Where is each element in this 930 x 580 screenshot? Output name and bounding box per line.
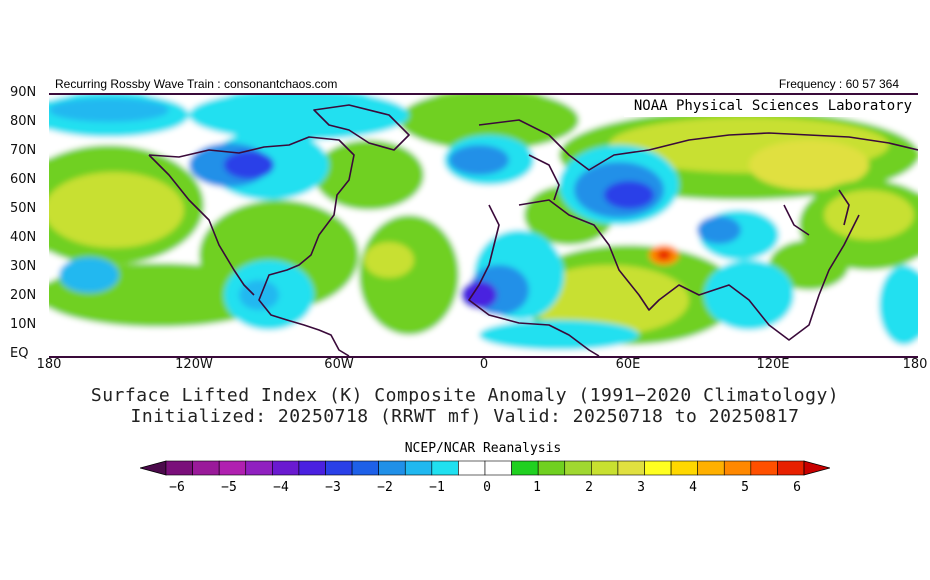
lon-label-60e: 60E (615, 357, 641, 372)
colorbar-tick: 4 (689, 480, 697, 495)
colorbar-tick: −2 (377, 480, 393, 495)
colorbar-swatch (431, 460, 459, 476)
colorbar-tick: 5 (741, 480, 749, 495)
colorbar-swatch (670, 460, 698, 476)
lon-label-120e: 120E (756, 357, 790, 372)
colorbar-swatch (750, 460, 778, 476)
map-title-line-2: Initialized: 20250718 (RRWT mf) Valid: 2… (130, 406, 800, 427)
colorbar-swatch (644, 460, 672, 476)
lat-label-20n: 20N (10, 288, 37, 303)
anomaly-map: NOAA Physical Sciences Laboratory (49, 93, 918, 358)
anomaly-field (49, 95, 918, 356)
header-source-text: Recurring Rossby Wave Train : consonantc… (55, 77, 338, 91)
lat-label-40n: 40N (10, 230, 37, 245)
colorbar-swatch (511, 460, 539, 476)
colorbar-swatch (165, 460, 193, 476)
colorbar-tick: −6 (169, 480, 185, 495)
lon-label-0: 0 (479, 357, 489, 372)
colorbar-swatch (192, 460, 220, 476)
colorbar-left-arrow (140, 460, 167, 476)
lat-label-10n: 10N (10, 317, 37, 332)
lat-label-80n: 80N (10, 114, 37, 129)
colorbar (140, 460, 830, 476)
colorbar-swatch (777, 460, 805, 476)
lat-label-60n: 60N (10, 172, 37, 187)
lat-label-90n: 90N (10, 85, 37, 100)
colorbar-tick: 1 (533, 480, 541, 495)
lat-label-30n: 30N (10, 259, 37, 274)
colorbar-swatch (351, 460, 379, 476)
lat-label-50n: 50N (10, 201, 37, 216)
colorbar-swatch (404, 460, 433, 476)
map-title-line-1: Surface Lifted Index (K) Composite Anoma… (90, 385, 840, 406)
colorbar-swatch (617, 460, 645, 476)
colorbar-swatch (537, 460, 566, 476)
colorbar-tick: 0 (483, 480, 491, 495)
header-frequency-text: Frequency : 60 57 364 (778, 77, 899, 91)
colorbar-swatch (591, 460, 619, 476)
colorbar-swatch (458, 460, 486, 476)
colorbar-swatch (272, 460, 300, 476)
colorbar-title: NCEP/NCAR Reanalysis (404, 441, 562, 456)
colorbar-tick: −3 (325, 480, 341, 495)
lon-label-180-left: 180 (36, 357, 62, 372)
colorbar-swatch (697, 460, 725, 476)
colorbar-swatch (298, 460, 326, 476)
colorbar-right-arrow (803, 460, 830, 476)
colorbar-tick: 3 (637, 480, 645, 495)
colorbar-swatch (378, 460, 406, 476)
colorbar-swatch (245, 460, 273, 476)
lat-label-eq: EQ (10, 346, 29, 361)
colorbar-swatch (218, 460, 247, 476)
lat-label-70n: 70N (10, 143, 37, 158)
lon-label-120w: 120W (175, 357, 213, 372)
colorbar-tick: −1 (429, 480, 445, 495)
noaa-label: NOAA Physical Sciences Laboratory (624, 95, 918, 117)
colorbar-tick: −5 (221, 480, 237, 495)
colorbar-swatch (723, 460, 752, 476)
colorbar-swatch (564, 460, 592, 476)
lon-label-60w: 60W (324, 357, 354, 372)
colorbar-swatch (484, 460, 512, 476)
colorbar-tick: 2 (585, 480, 593, 495)
lon-label-180-right: 180 (902, 357, 928, 372)
colorbar-tick: −4 (273, 480, 289, 495)
colorbar-tick: 6 (793, 480, 801, 495)
colorbar-swatch (325, 460, 353, 476)
